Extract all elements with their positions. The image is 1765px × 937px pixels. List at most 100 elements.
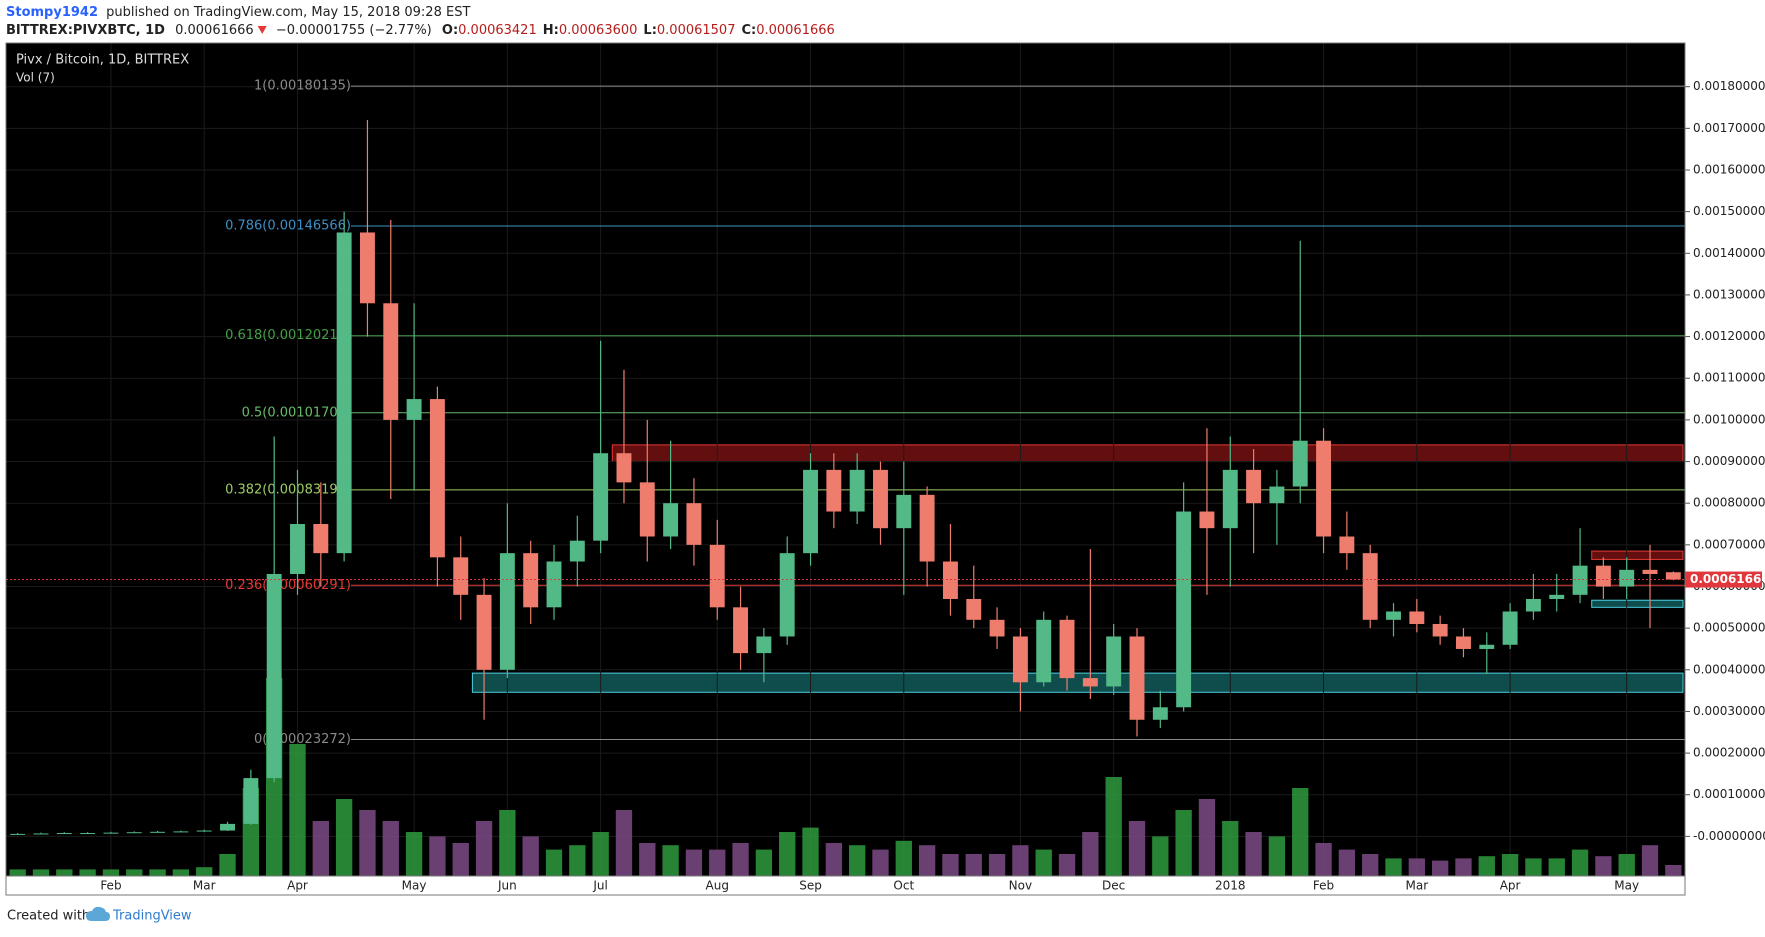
volume-bar <box>918 845 936 876</box>
volume-bar <box>1292 788 1309 876</box>
ohlc-value: 0.00063421 <box>458 23 537 38</box>
candle-body <box>359 232 375 304</box>
x-tick-label: Sep <box>799 879 822 893</box>
candle-body <box>966 598 982 620</box>
volume-bar <box>9 869 26 876</box>
volume-bar <box>1128 821 1146 876</box>
candle-body <box>220 823 235 831</box>
candle-body <box>1082 678 1098 687</box>
candle-body <box>1012 636 1028 683</box>
x-tick-label: Jun <box>497 879 517 893</box>
candle-body <box>826 469 842 512</box>
candle-body <box>1036 619 1052 683</box>
volume-bar <box>569 845 586 876</box>
candle-body <box>290 524 305 574</box>
volume-bar <box>779 832 796 876</box>
candle-body <box>523 553 539 608</box>
candle-body <box>103 832 119 834</box>
volume-bar <box>1408 858 1425 876</box>
x-tick-label: Dec <box>1102 879 1125 893</box>
footer-brand[interactable]: TradingView <box>112 909 192 924</box>
y-tick-label: 0.00160000 <box>1693 162 1765 176</box>
candle-body <box>1456 636 1471 649</box>
ohlc-value: 0.00061666 <box>756 23 835 38</box>
volume-bar <box>219 854 236 876</box>
fib-label: 1(0.00180135) <box>254 79 351 94</box>
candle-body <box>639 482 655 537</box>
candle-body <box>313 524 329 554</box>
volume-bar <box>1362 854 1379 876</box>
volume-bar <box>1338 849 1356 876</box>
y-tick-label: 0.00100000 <box>1693 412 1765 426</box>
volume-bar <box>429 836 446 876</box>
candle-body <box>1549 594 1565 599</box>
volume-bar <box>359 810 376 876</box>
volume-bar <box>545 849 563 876</box>
zone <box>611 444 1684 463</box>
candle-body <box>1642 569 1658 574</box>
volume-bar <box>1175 810 1192 876</box>
y-tick-label: 0.00110000 <box>1693 371 1765 385</box>
volume-bar <box>1082 832 1099 876</box>
volume-bar <box>79 869 96 876</box>
candle-body <box>453 557 469 595</box>
fib-label: 0.236(0.00060291) <box>225 578 351 593</box>
candle-body <box>733 607 749 654</box>
candle-body <box>1339 536 1355 554</box>
volume-bar <box>289 744 306 876</box>
candle-body <box>196 830 212 832</box>
volume-bar <box>1035 849 1052 876</box>
volume-bar <box>382 821 399 876</box>
volume-bar <box>615 810 633 876</box>
candle-body <box>1152 707 1168 720</box>
ohlc-label: C: <box>741 23 756 38</box>
volume-bar <box>709 849 726 876</box>
y-tick-label: 0.00050000 <box>1693 621 1765 635</box>
candle-body <box>1479 644 1495 649</box>
volume-bar <box>126 869 143 876</box>
candle-body <box>1059 619 1075 679</box>
y-tick-label: 0.00070000 <box>1693 537 1765 551</box>
candle-body <box>1316 440 1332 537</box>
volume-bar <box>172 869 190 876</box>
candle-body <box>663 503 679 537</box>
candle-body <box>1409 611 1425 624</box>
volume-bar <box>1665 865 1682 876</box>
candle-body <box>942 561 958 599</box>
brand-icon <box>86 906 110 921</box>
candle-body <box>546 561 562 608</box>
volume-bar <box>685 849 703 876</box>
y-tick-label: 0.00010000 <box>1693 787 1765 801</box>
volume-bar <box>802 827 819 876</box>
candle-body <box>1269 486 1285 504</box>
x-tick-label: Apr <box>287 879 308 893</box>
volume-bar <box>662 845 679 876</box>
volume-bar <box>872 849 889 876</box>
volume-bar <box>475 821 493 876</box>
candle-body <box>1502 611 1518 645</box>
y-tick-label: 0.00020000 <box>1693 746 1765 760</box>
volume-bar <box>988 854 1006 876</box>
candle-body <box>896 494 912 529</box>
candle-body <box>1432 623 1448 637</box>
candle-body <box>406 399 422 420</box>
author: Stompy1942 <box>6 5 98 20</box>
x-tick-label: May <box>402 879 427 893</box>
y-tick-label: -0.00000000 <box>1693 829 1765 843</box>
volume-bar <box>1105 777 1122 876</box>
chart-title: Pivx / Bitcoin, 1D, BITTREX <box>16 53 189 68</box>
volume-bar <box>1012 845 1029 876</box>
x-tick-label: Feb <box>100 879 121 893</box>
candle-body <box>1386 611 1401 620</box>
candle-body <box>779 553 795 637</box>
symbol: BITTREX:PIVXBTC, 1D <box>6 23 165 38</box>
candle-body <box>1246 469 1262 504</box>
ohlc-label: H: <box>543 23 559 38</box>
candle-body <box>919 494 935 562</box>
volume-bar <box>1548 858 1565 876</box>
candle-body <box>1292 440 1308 487</box>
candle-body <box>33 833 49 835</box>
footer-created: Created with <box>7 909 90 924</box>
volume-bar <box>1571 849 1589 876</box>
volume-bar <box>499 810 516 876</box>
